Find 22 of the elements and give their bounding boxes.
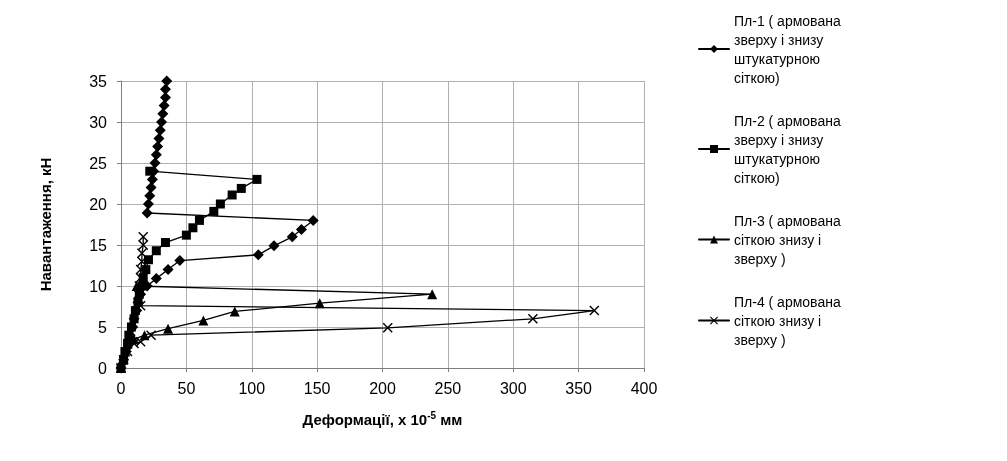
legend-label: Пл-3 ( армована сіткою знизу і зверху ): [734, 212, 845, 267]
legend-label: Пл-1 ( армована зверху і знизу штукатурною сіткою): [734, 12, 845, 86]
y-tick-label: 25: [89, 154, 108, 172]
legend-label: Пл-4 ( армована сіткою знизу і зверху ): [734, 293, 845, 348]
x-tick-label: 250: [434, 379, 462, 397]
x-tick-label: 200: [369, 379, 396, 397]
x-tick-label: 100: [238, 379, 266, 397]
x-tick-label: 0: [116, 379, 126, 397]
y-tick-label: 15: [89, 236, 108, 254]
y-tick-label: 5: [98, 318, 108, 336]
y-tick-label: 20: [89, 195, 108, 213]
y-tick-label: 30: [89, 113, 108, 131]
y-tick-label: 10: [89, 277, 108, 295]
y-axis-title: Навантаження, кН: [37, 157, 54, 292]
x-tick-label: 400: [630, 379, 658, 397]
x-tick-label: 350: [565, 379, 593, 397]
x-tick-label: 300: [499, 379, 527, 397]
y-tick-label: 35: [89, 72, 108, 90]
y-tick-label: 0: [98, 359, 108, 377]
x-tick-label: 50: [177, 379, 196, 397]
x-tick-label: 150: [303, 379, 331, 397]
legend-label: Пл-2 ( армована зверху і знизу штукатурною сіткою): [734, 112, 845, 186]
